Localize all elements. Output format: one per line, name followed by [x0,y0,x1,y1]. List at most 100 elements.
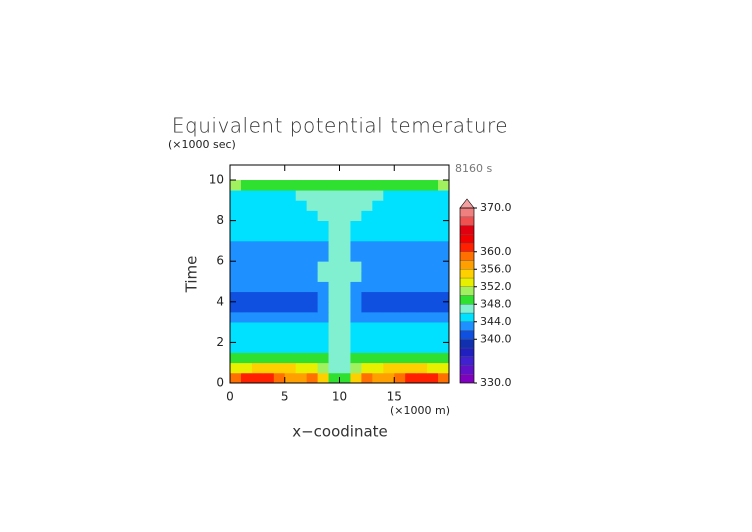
field-cell [438,311,450,323]
field-cell [295,332,308,343]
field-cell [383,311,395,323]
field-cell [284,251,297,262]
field-cell [416,251,428,262]
field-cell [230,261,242,272]
colorbar-label: 352.0 [480,280,512,293]
colorbar-band [459,295,475,305]
field-cell [328,281,340,293]
field [230,180,450,384]
field-cell [295,281,308,293]
field-cell [405,261,417,272]
field-cell [394,210,406,222]
field-cell [306,332,318,343]
field-cell [416,291,428,303]
field-cell [306,301,318,313]
field-cell [339,200,351,211]
field-cell [240,230,253,242]
field-cell [273,240,286,252]
field-cell [372,271,384,282]
field-cell [251,180,264,191]
field-cell [240,362,253,374]
field-cell [262,180,275,191]
field-cell [350,372,362,384]
field-cell [230,180,242,191]
field-cell [306,220,318,232]
y-unit: (×1000 sec) [168,138,236,151]
field-cell [339,220,351,232]
field-cell [416,311,428,323]
field-cell [339,271,351,282]
field-cell [295,261,308,272]
field-cell [262,230,275,242]
field-cell [230,301,242,313]
colorbar-band [459,374,475,384]
field-cell [383,291,395,303]
field-cell [427,352,439,364]
field-cell [273,342,286,353]
y-tick-label: 0 [216,376,224,390]
field-cell [284,291,297,303]
colorbar-band [459,365,475,375]
colorbar-band [459,321,475,331]
field-cell [427,190,439,201]
field-cell [230,332,242,343]
field-cell [405,220,417,232]
field-cell [427,220,439,232]
field-cell [350,210,362,222]
field-cell [284,261,297,272]
field-cell [284,240,297,252]
field-cell [394,190,406,201]
field-cell [295,251,308,262]
field-cell [405,291,417,303]
field-cell [284,311,297,323]
field-cell [438,291,450,303]
field-cell [262,372,275,384]
field-cell [284,220,297,232]
field-cell [306,362,318,374]
colorbar-label: 356.0 [480,262,512,275]
field-cell [230,352,242,364]
field-cell [394,352,406,364]
field-cell [427,342,439,353]
field-cell [262,271,275,282]
field-cell [328,261,340,272]
field-cell [251,301,264,313]
field-cell [394,200,406,211]
field-cell [383,180,395,191]
field-cell [405,352,417,364]
field-cell [361,372,373,384]
field-cell [372,281,384,293]
field-cell [416,210,428,222]
field-cell [438,271,450,282]
field-cell [383,251,395,262]
y-tick-label: 10 [209,173,224,187]
field-cell [273,372,286,384]
colorbar-band [459,304,475,314]
colorbar-label: 348.0 [480,297,512,310]
field-cell [416,190,428,201]
x-axis-label: x−coodinate [292,423,388,441]
field-cell [306,291,318,303]
field-cell [306,190,318,201]
field-cell [262,311,275,323]
field-cell [416,372,428,384]
field-cell [230,220,242,232]
field-cell [438,200,450,211]
field-cell [306,311,318,323]
field-cell [350,342,362,353]
field-cell [416,342,428,353]
colorbar-band [459,330,475,340]
field-cell [405,190,417,201]
field-cell [383,362,395,374]
colorbar-label: 340.0 [480,332,512,345]
field-cell [438,281,450,293]
field-cell [394,332,406,343]
field-cell [416,281,428,293]
field-cell [416,322,428,333]
field-cell [383,210,395,222]
field-cell [295,240,308,252]
field-cell [394,230,406,242]
field-cell [427,180,439,191]
field-cell [262,190,275,201]
